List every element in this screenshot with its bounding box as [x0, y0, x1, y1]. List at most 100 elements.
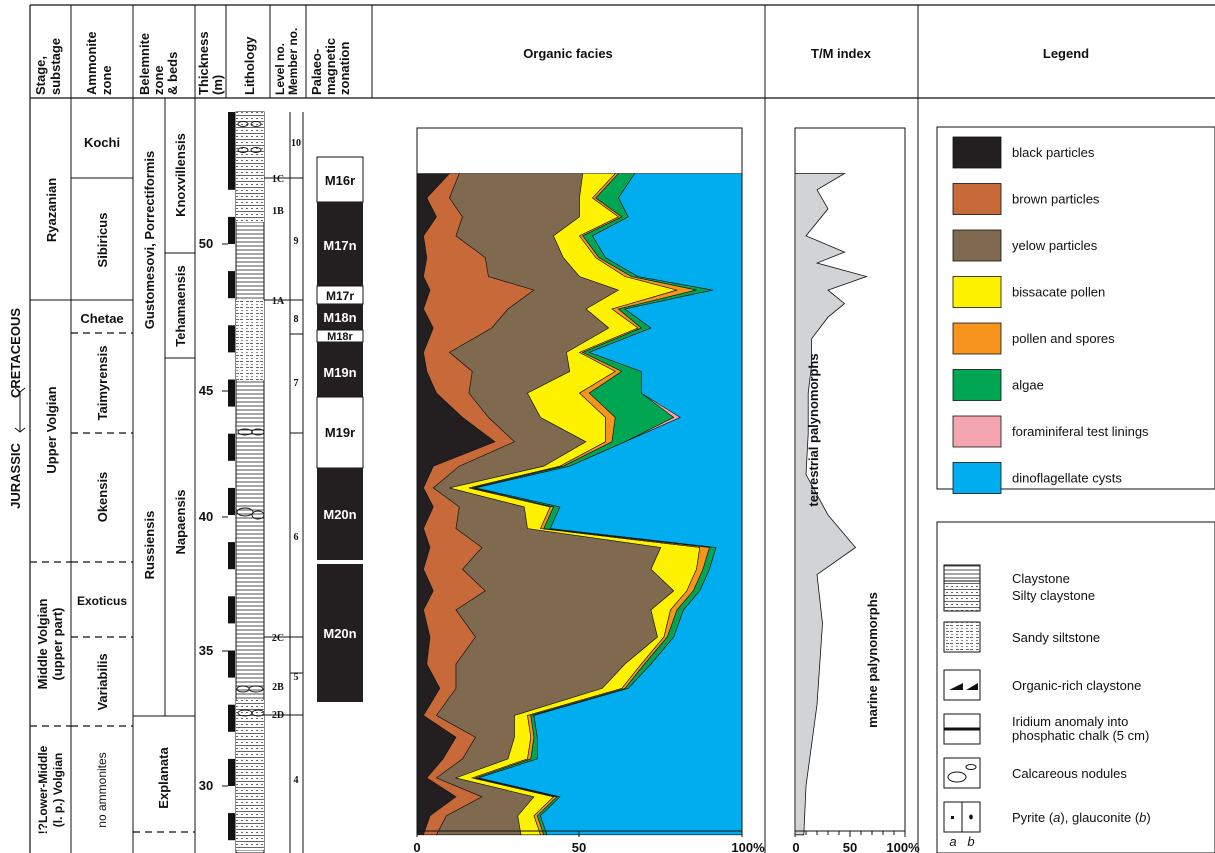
header-thickness-line1: Thickness: [196, 31, 211, 95]
thickness-scale-gap: [228, 244, 235, 272]
magnetozone-M19r: M19r: [325, 425, 355, 440]
legend-swatch-yelow-particles: [952, 229, 1002, 262]
belemnite-russiensis: Russiensis: [142, 511, 157, 580]
legend-silty-label: Silty claystone: [1012, 588, 1095, 603]
header-dividers: [70, 5, 919, 853]
cretaceous-label: CRETACEOUS: [8, 308, 23, 398]
level-2B: 2B: [272, 682, 284, 693]
tm-x-tick-0: 0: [792, 840, 799, 853]
header-belemnite: Belemnite zone & beds: [137, 33, 180, 95]
legend-swatch-foraminiferal-test-linings: [952, 415, 1002, 448]
magnetozone-M18n: M18n: [323, 310, 356, 325]
legend-swatch-dinoflagellate-cysts: [952, 462, 1002, 494]
thickness-scale-gap: [228, 623, 235, 651]
level-2D: 2D: [272, 710, 284, 721]
thickness-scale-gap: [228, 569, 235, 597]
ammonite-sibiricus: Sibiricus: [95, 213, 110, 268]
header-ammonite-line1: Ammonite: [84, 31, 99, 95]
legend-pyrite-sub-b: b: [967, 834, 974, 849]
legend-silty-claystone: Silty claystone: [943, 580, 1095, 612]
tm-terrestrial-area: [794, 173, 868, 836]
thickness-tick-50: 50: [199, 236, 213, 251]
legend-label-yelow-particles: yelow particles: [1012, 238, 1098, 253]
system-label: CRETACEOUS JURASSIC: [8, 308, 26, 509]
level-1A: 1A: [272, 296, 285, 307]
belemnite-gustomesovi: Gustomesovi, Porrectiformis: [142, 151, 157, 329]
member-8: 8: [294, 314, 299, 325]
legend-iridium: Iridium anomaly into phosphatic chalk (5…: [943, 713, 1149, 745]
level-1B: 1B: [272, 206, 284, 217]
header-palaeo-line2: magnetic: [323, 38, 338, 95]
ammonite-okensis: Okensis: [95, 472, 110, 523]
ammonite-kochi: Kochi: [84, 135, 120, 150]
thickness-scale-gap: [228, 677, 235, 705]
header-stage: Stage, substage: [33, 38, 63, 95]
legend-swatch-algae: [952, 369, 1002, 401]
member-10: 10: [291, 138, 301, 149]
thickness-scale-gap: [228, 406, 235, 434]
header-belemnite-line1: Belemnite: [137, 33, 152, 95]
ammonite-column: Kochi Sibiricus Chetae Taimyrensis Okens…: [71, 98, 134, 853]
legend-sandy-label: Sandy siltstone: [1012, 630, 1100, 645]
legend-swatch-brown-particles: [952, 183, 1002, 215]
legend-pyrite-glauconite: Pyrite (a), glauconite (b) a b: [943, 801, 1151, 849]
header-level-line1: Level no.: [273, 43, 287, 95]
header-organic-facies: Organic facies: [523, 46, 613, 61]
legend-label-brown-particles: brown particles: [1012, 192, 1100, 207]
header-lithology: Lithology: [242, 36, 257, 95]
header-palaeo-line3: zonation: [337, 42, 352, 95]
stage-middle-volgian-sub: (upper part): [50, 608, 65, 681]
thickness-tick-35: 35: [199, 643, 213, 658]
header-stage-line1: Stage,: [33, 56, 48, 95]
lithology-column: [235, 111, 265, 853]
facies-x-tick-100: 100%: [731, 840, 765, 853]
header-palaeo: Palaeo- magnetic zonation: [309, 38, 352, 95]
magnetozone-M18r: M18r: [327, 331, 353, 343]
header-ammonite-line2: zone: [99, 65, 114, 95]
belemnite-explanata: Explanata: [156, 747, 171, 809]
legend-label-bissacate-pollen: bissacate pollen: [1012, 285, 1105, 300]
header-tm-index: T/M index: [811, 46, 872, 61]
legend-facies-items: black particles brown particles yelow part…: [952, 136, 1149, 494]
stage-lower-middle-volgian-sub: (l. p.) Volgian: [51, 753, 65, 827]
facies-x-tick-50: 50: [572, 840, 586, 853]
stage-middle-volgian: Middle Volgian: [35, 599, 50, 690]
legend-swatch-bissacate-pollen: [952, 276, 1002, 308]
bed-napaensis: Napaensis: [173, 489, 188, 554]
tm-marine-label: marine palynomorphs: [865, 592, 880, 728]
level-member-column: 1C 1B 1A 2C 2B 2D 10 9 8 7 6 5 4: [264, 112, 304, 853]
magnetozone-column: M16r M17n M17r M18n M18r M19n M19r M20n …: [316, 156, 364, 702]
legend-swatch-black-particles: [952, 136, 1002, 169]
thickness-scale-gap: [228, 189, 235, 217]
ammonite-taimyrensis: Taimyrensis: [95, 346, 110, 421]
legend-nodules-label: Calcareous nodules: [1012, 766, 1127, 781]
legend-lithology-box: Claystone Silty claystone Sandy siltston…: [936, 521, 1215, 853]
tm-terrestrial-label: terrestrial palynomorphs: [806, 353, 821, 506]
member-6: 6: [294, 532, 299, 543]
level-1C: 1C: [272, 174, 284, 185]
stage-upper-volgian: Upper Volgian: [44, 386, 59, 473]
jurassic-label: JURASSIC: [8, 443, 23, 509]
legend-label-foraminiferal-test-linings: foraminiferal test linings: [1012, 424, 1149, 439]
thickness-scale-gap: [228, 515, 235, 543]
thickness-scale-gap: [228, 731, 235, 759]
tm-index-chart: 0 50 100% terrestrial palynomorphs marin…: [792, 127, 920, 853]
legend-swatch-pollen-and-spores: [952, 322, 1002, 355]
legend-iridium-label-line1: Iridium anomaly into: [1012, 714, 1128, 729]
thickness-tick-40: 40: [199, 509, 213, 524]
header-stage-line2: substage: [48, 38, 63, 95]
member-7: 7: [294, 378, 299, 389]
header-level: Level no. Member no.: [273, 28, 300, 95]
header-legend: Legend: [1043, 46, 1089, 61]
thickness-scale-gap: [228, 352, 235, 380]
bed-tehamaensis: Tehamaensis: [173, 265, 188, 346]
magnetozone-M17r: M17r: [326, 289, 354, 303]
header-palaeo-line1: Palaeo-: [309, 49, 324, 95]
legend-sandy-siltstone: Sandy siltstone: [943, 621, 1100, 653]
legend-label-black-particles: black particles: [1012, 145, 1095, 160]
ammonite-chetae: Chetae: [80, 311, 123, 326]
legend-pyrite-label: Pyrite (a), glauconite (b): [1012, 810, 1151, 825]
ammonite-exoticus: Exoticus: [77, 594, 127, 608]
magnetozone-M20n-upper: M20n: [323, 507, 356, 522]
legend-organic-label: Organic-rich claystone: [1012, 678, 1141, 693]
